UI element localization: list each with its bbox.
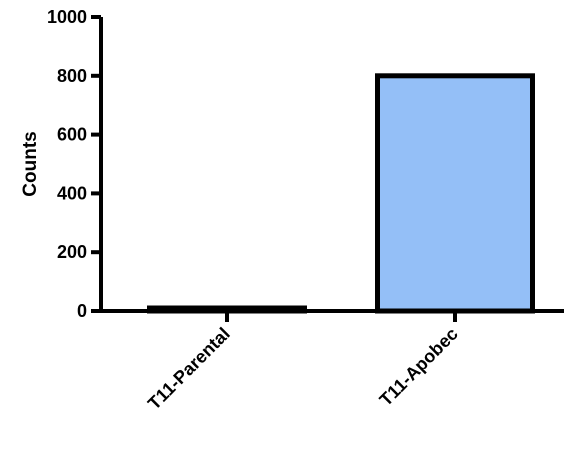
y-tick-label: 1000 (47, 7, 87, 27)
y-tick-label: 600 (57, 125, 87, 145)
y-tick-label: 0 (77, 301, 87, 321)
y-axis-title: Counts (20, 131, 41, 196)
y-tick-label: 200 (57, 242, 87, 262)
x-axis-ticks: T11-Parental T11-Apobec (144, 311, 462, 414)
y-tick-label: 800 (57, 66, 87, 86)
y-axis-ticks: 0 200 400 600 800 1000 (47, 7, 101, 321)
bar (375, 73, 535, 314)
x-tick-label: T11-Apobec (376, 324, 462, 410)
y-tick-label: 400 (57, 183, 87, 203)
x-tick-label: T11-Parental (144, 324, 234, 414)
bars (147, 73, 535, 314)
